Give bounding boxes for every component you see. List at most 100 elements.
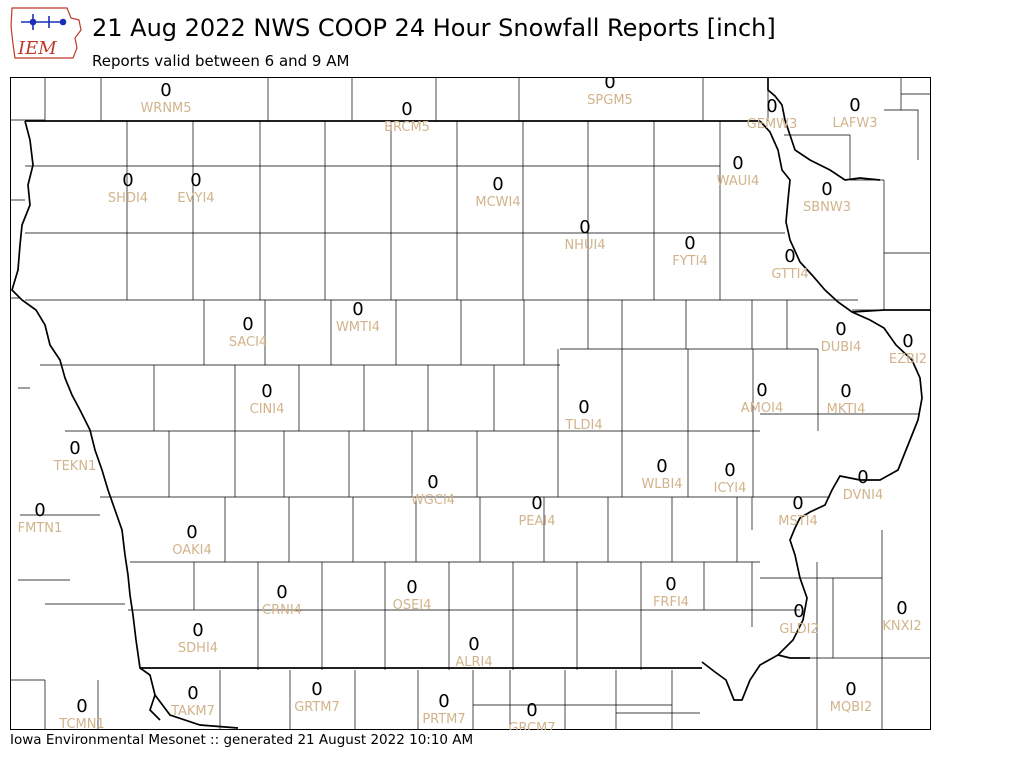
station-id: MQBI2 — [830, 700, 872, 715]
state-borders — [11, 77, 931, 729]
station-value: 0 — [840, 381, 851, 402]
station-value: 0 — [34, 500, 45, 521]
station-value: 0 — [242, 314, 253, 335]
station-id: PRTM7 — [422, 712, 465, 727]
station-value: 0 — [665, 574, 676, 595]
station-value: 0 — [579, 217, 590, 238]
station-id: AMOI4 — [741, 401, 783, 416]
station-id: SHDI4 — [108, 191, 148, 206]
map-title: 21 Aug 2022 NWS COOP 24 Hour Snowfall Re… — [92, 14, 776, 42]
map-subtitle: Reports valid between 6 and 9 AM — [92, 52, 350, 70]
station-value: 0 — [604, 77, 615, 93]
station-id: GLDI2 — [779, 622, 818, 637]
station-id: EZBI2 — [889, 352, 927, 367]
snowfall-map: 0 WRNM5 0 BRCM5 0 SPGM5 0 GEMW3 0 LAFW3 0 SHDI4 0 EVY… — [10, 77, 931, 730]
station-id: DUBI4 — [821, 340, 862, 355]
station-value: 0 — [531, 493, 542, 514]
station-id: WRNM5 — [140, 101, 191, 116]
station-id: GTTI4 — [771, 267, 808, 282]
station-value: 0 — [406, 577, 417, 598]
station-value: 0 — [902, 331, 913, 352]
station-id: CINI4 — [250, 402, 285, 417]
station-id: MCWI4 — [475, 195, 520, 210]
station-value: 0 — [427, 472, 438, 493]
station-value: 0 — [76, 696, 87, 717]
station-id: SACI4 — [229, 335, 267, 350]
station-id: SBNW3 — [803, 200, 851, 215]
station-id: FYTI4 — [672, 254, 707, 269]
station-id: WGCI4 — [411, 493, 455, 508]
station-id: WLBI4 — [641, 477, 682, 492]
station-id: NHUI4 — [564, 238, 605, 253]
station-value: 0 — [192, 620, 203, 641]
station-id: FRFI4 — [653, 595, 689, 610]
station-id: MKTI4 — [827, 402, 866, 417]
station-id: DVNI4 — [843, 488, 884, 503]
station-value: 0 — [401, 99, 412, 120]
station-id: GRCM7 — [508, 721, 555, 730]
station-id: OSEI4 — [393, 598, 432, 613]
station-id: WMTI4 — [336, 320, 380, 335]
station-value: 0 — [492, 174, 503, 195]
station-value: 0 — [526, 700, 537, 721]
station-id: ALRI4 — [455, 655, 492, 670]
station-value: 0 — [732, 153, 743, 174]
station-value: 0 — [792, 493, 803, 514]
footer-credit: Iowa Environmental Mesonet :: generated … — [10, 732, 474, 748]
station-id: SDHI4 — [178, 641, 218, 656]
station-value: 0 — [793, 601, 804, 622]
station-value: 0 — [438, 691, 449, 712]
iem-logo: IEM — [10, 7, 82, 59]
station-value: 0 — [724, 460, 735, 481]
station-value: 0 — [352, 299, 363, 320]
station-id: MSTI4 — [778, 514, 818, 529]
station-value: 0 — [896, 598, 907, 619]
station-id: OAKI4 — [172, 543, 212, 558]
station-value: 0 — [276, 582, 287, 603]
station-id: BRCM5 — [384, 120, 430, 135]
station-value: 0 — [311, 679, 322, 700]
station-value: 0 — [849, 95, 860, 116]
station-value: 0 — [578, 397, 589, 418]
station-value: 0 — [766, 96, 777, 117]
station-id: TAKM7 — [170, 704, 215, 719]
station-value: 0 — [122, 170, 133, 191]
station-value: 0 — [835, 319, 846, 340]
station-id: ICYI4 — [714, 481, 747, 496]
station-value: 0 — [784, 246, 795, 267]
station-value: 0 — [684, 233, 695, 254]
station-value: 0 — [160, 80, 171, 101]
station-id: SPGM5 — [587, 93, 633, 108]
